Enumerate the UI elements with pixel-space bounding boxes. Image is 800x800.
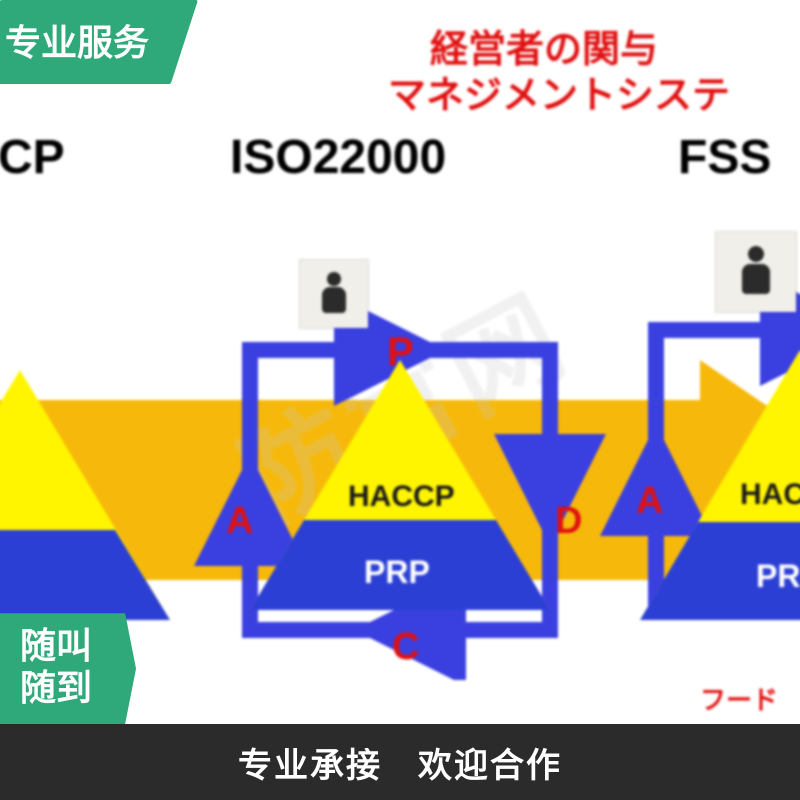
foot-red-text: フード	[700, 680, 778, 717]
badge-top-left-text: 专业服务	[5, 14, 149, 66]
pdca-P: P	[387, 330, 414, 375]
footer-left: 专业承接	[238, 738, 382, 787]
footer-right: 欢迎合作	[418, 738, 562, 787]
pdca-A-right: A	[636, 480, 663, 523]
banner-bottom-left: 随叫 随到	[0, 613, 136, 724]
pdca-A: A	[226, 500, 253, 543]
triangle-left-partial	[0, 370, 170, 620]
standard-left: CP	[0, 130, 65, 185]
pdca-D: D	[555, 500, 582, 543]
banner-bl-line2: 随到	[20, 667, 92, 708]
pdca-C: C	[392, 626, 419, 669]
banner-bl-line1: 随叫	[20, 625, 92, 666]
standard-right: FSS	[678, 130, 771, 185]
triangle-center-bottom-label: PRP	[364, 554, 430, 591]
footer-bar: 专业承接 欢迎合作	[0, 724, 800, 800]
triangle-right-top-label: HAC	[740, 478, 800, 512]
standard-mid: ISO22000	[230, 130, 446, 185]
triangle-right-bottom-label: PR	[756, 558, 800, 595]
header-red-line2: マネジメントシステ	[388, 64, 730, 119]
person-photo-center	[300, 260, 368, 328]
triangle-center-top-label: HACCP	[348, 480, 455, 514]
badge-top-left: 专业服务	[0, 0, 198, 84]
person-photo-right	[716, 232, 796, 312]
